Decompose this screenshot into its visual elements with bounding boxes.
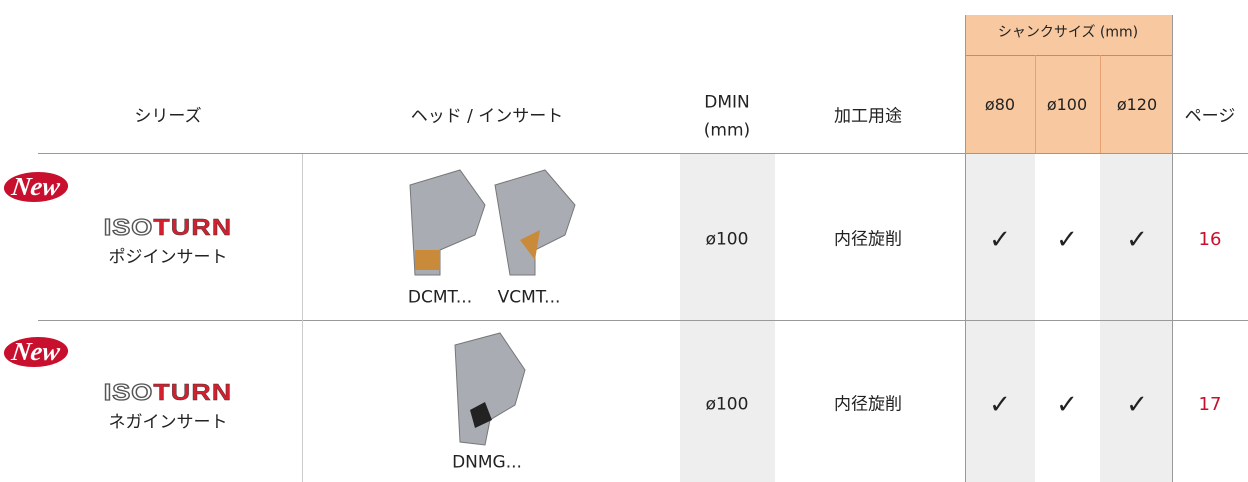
header-dmin-unit: (mm) (703, 120, 751, 141)
brand-iso: ISO (103, 379, 154, 406)
header-size: ø80 (984, 95, 1016, 114)
col-bg (1100, 154, 1172, 482)
page-number: 16 (1198, 228, 1222, 250)
brand-iso: ISO (103, 214, 154, 241)
rule (1172, 15, 1173, 482)
new-badge: New (1, 337, 70, 367)
check: ✓ (1126, 389, 1148, 420)
rule (1100, 55, 1101, 153)
header-shank: シャンクサイズ (mm) (997, 24, 1139, 41)
rule (965, 55, 1172, 56)
col-bg (965, 154, 1035, 482)
dmin: ø100 (705, 394, 749, 415)
series-name: ポジインサート (108, 247, 228, 268)
header-dmin: DMIN (704, 92, 750, 113)
tool-images (409, 169, 576, 276)
check: ✓ (1056, 389, 1078, 420)
check: ✓ (1056, 224, 1078, 255)
rule (965, 15, 966, 482)
brand: ISOTURN (103, 379, 233, 408)
brand: ISOTURN (103, 214, 233, 243)
rule (38, 153, 1248, 154)
check: ✓ (989, 224, 1011, 255)
header-size: ø100 (1046, 95, 1088, 114)
header-series: シリーズ (134, 106, 202, 127)
brand-turn: TURN (153, 214, 233, 241)
insert-label: VCMT... (497, 287, 561, 308)
check: ✓ (989, 389, 1011, 420)
brand-turn: TURN (153, 379, 233, 406)
header-application: 加工用途 (834, 106, 902, 127)
header-page: ページ (1184, 106, 1236, 127)
check: ✓ (1126, 224, 1148, 255)
insert-label: DCMT... (407, 287, 473, 308)
rule (38, 320, 1248, 321)
application: 内径旋削 (834, 394, 902, 415)
rule (1035, 55, 1036, 153)
insert-label: DNMG... (452, 452, 522, 473)
series-name: ネガインサート (108, 412, 228, 433)
insert (415, 250, 440, 270)
dmin-col-bg (680, 154, 775, 482)
dmin: ø100 (705, 229, 749, 250)
rule (302, 154, 303, 482)
page-number: 17 (1198, 393, 1222, 415)
application: 内径旋削 (834, 229, 902, 250)
tool-image (454, 332, 526, 446)
shank-header-bg (965, 15, 1172, 153)
header-head: ヘッド / インサート (410, 106, 564, 127)
header-size: ø120 (1116, 95, 1158, 114)
new-badge: New (1, 172, 70, 202)
